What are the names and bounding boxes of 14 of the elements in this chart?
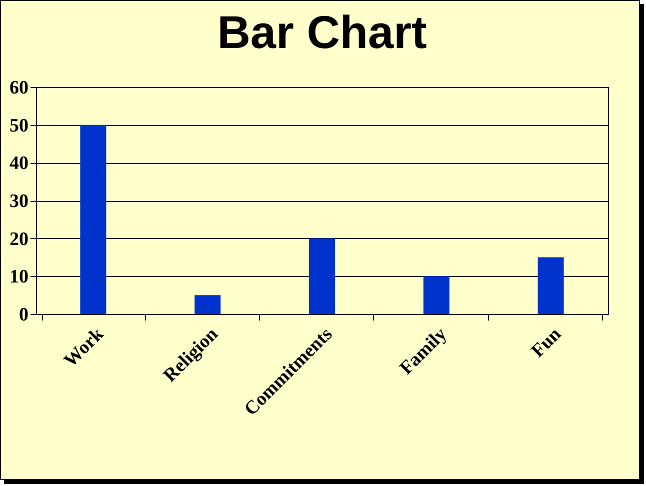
chart-title: Bar Chart	[217, 6, 427, 58]
bar	[423, 276, 450, 314]
x-tick-label: Fun	[527, 323, 566, 362]
y-tick-label: 50	[10, 115, 28, 136]
y-tick-label: 20	[10, 228, 28, 250]
bar	[80, 124, 106, 314]
y-tick-label: 40	[10, 153, 28, 174]
y-tick-label: 60	[10, 78, 28, 98]
y-tick-label: 30	[10, 191, 28, 212]
bar	[538, 257, 564, 314]
y-tick-label: 0	[19, 304, 28, 326]
y-tick-label: 10	[10, 266, 28, 288]
bar	[309, 238, 335, 314]
bar	[194, 295, 221, 314]
